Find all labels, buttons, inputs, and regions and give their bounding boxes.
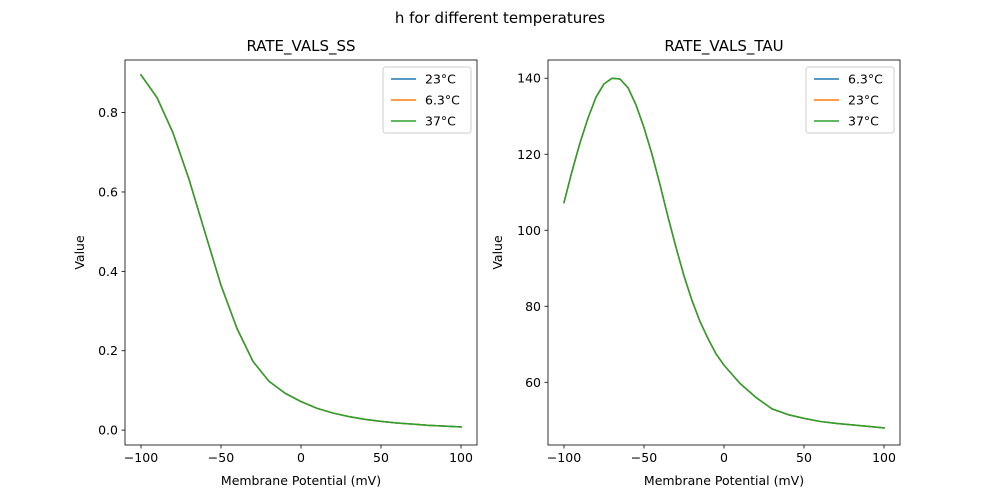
chart-1-y-tick-label: 0.0 — [98, 423, 118, 438]
chart-2-x-axis-label: Membrane Potential (mV) — [644, 473, 804, 488]
chart-1-series-line-3 — [139, 73, 462, 428]
chart-1-series-group — [139, 73, 462, 428]
chart-2-y-axis-label: Value — [490, 235, 505, 270]
chart-2-x-tick-label: −50 — [631, 450, 657, 465]
figure-suptitle: h for different temperatures — [395, 9, 605, 27]
chart-1-y-tick-label: 0.8 — [98, 105, 118, 120]
chart-1-y-tick-label: 0.4 — [98, 264, 118, 279]
chart-2-x-tick-label: 50 — [796, 450, 812, 465]
chart-2-legend-label-3: 37°C — [848, 114, 879, 129]
chart-rate-vals-tau: RATE_VALS_TAU −100 −50 0 50 100 60 80 100 120 140 M… — [490, 37, 901, 488]
chart-1-x-axis-label: Membrane Potential (mV) — [221, 473, 381, 488]
chart-2-y-tick-label: 120 — [517, 147, 541, 162]
chart-2-legend-label-2: 23°C — [848, 93, 879, 108]
chart-2-legend-label-1: 6.3°C — [848, 72, 883, 87]
chart-1-title: RATE_VALS_SS — [246, 37, 355, 56]
chart-2-series-line-3 — [563, 77, 885, 429]
chart-1-y-tick-label: 0.2 — [98, 343, 118, 358]
chart-1-legend-label-1: 23°C — [425, 72, 456, 87]
chart-1-x-tick-label: 0 — [297, 450, 305, 465]
chart-1-x-tick-label: 100 — [449, 450, 473, 465]
chart-2-y-tick-label: 60 — [525, 375, 541, 390]
chart-1-x-tick-label: −50 — [208, 450, 234, 465]
chart-2-x-tick-label: −100 — [547, 450, 581, 465]
chart-1-legend: 23°C 6.3°C 37°C — [382, 66, 472, 134]
chart-1-y-tick-label: 0.6 — [98, 184, 118, 199]
chart-2-x-tick-label: 0 — [720, 450, 728, 465]
chart-1-x-tick-label: 50 — [373, 450, 389, 465]
chart-1-legend-label-2: 6.3°C — [425, 93, 460, 108]
chart-2-y-tick-label: 100 — [517, 223, 541, 238]
chart-2-y-tick-label: 80 — [525, 299, 541, 314]
chart-1-x-tick-label: −100 — [124, 450, 158, 465]
chart-2-title: RATE_VALS_TAU — [664, 37, 783, 56]
chart-2-y-tick-label: 140 — [517, 71, 541, 86]
chart-2-x-tick-label: 100 — [872, 450, 896, 465]
chart-rate-vals-ss: RATE_VALS_SS −100 −50 0 50 100 0.0 0.2 0.4 0.6 0.8… — [72, 37, 478, 488]
chart-1-legend-label-3: 37°C — [425, 114, 456, 129]
chart-1-y-axis-label: Value — [72, 235, 87, 270]
chart-1-legend-frame — [382, 66, 472, 134]
chart-2-series-group — [563, 77, 885, 429]
chart-2-legend-frame — [805, 66, 895, 134]
chart-2-legend: 6.3°C 23°C 37°C — [805, 66, 895, 134]
